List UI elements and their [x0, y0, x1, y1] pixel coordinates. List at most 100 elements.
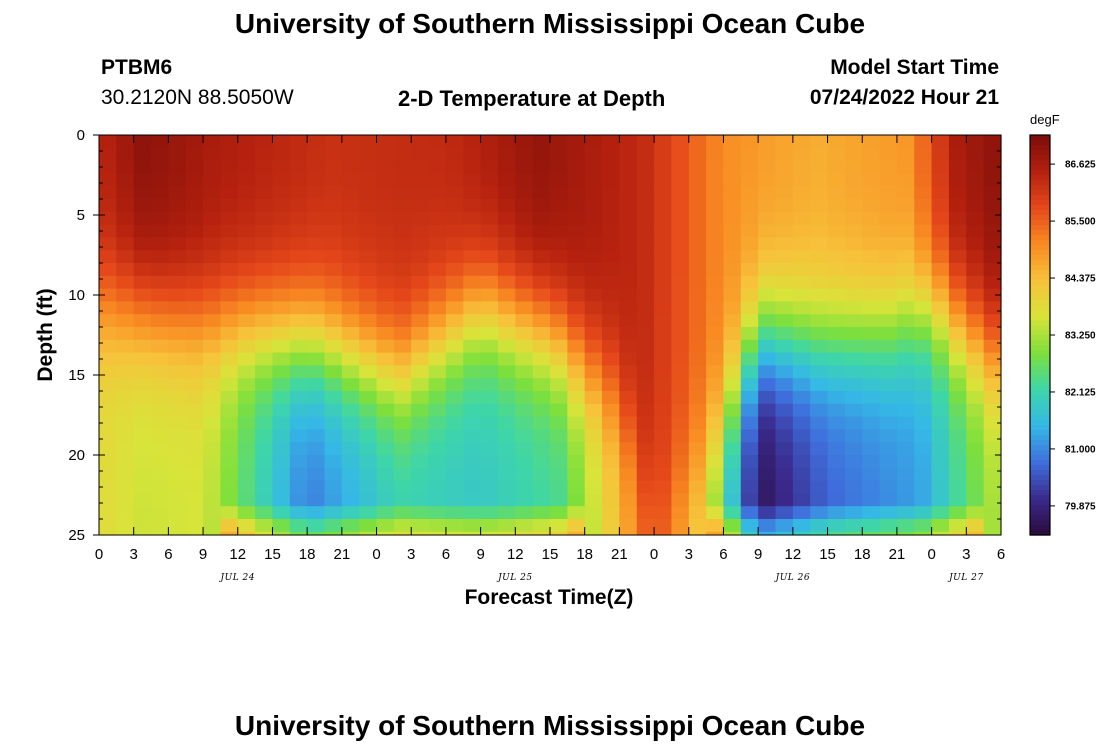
heatmap-cell	[862, 391, 881, 405]
heatmap-cell	[602, 160, 620, 174]
heatmap-cell	[619, 135, 638, 149]
heatmap-cell	[99, 531, 117, 536]
colorbar-strip	[1030, 325, 1050, 331]
heatmap-cell	[706, 365, 725, 379]
heatmap-cell	[966, 429, 985, 443]
heatmap-cell	[289, 455, 308, 469]
heatmap-cell	[723, 416, 742, 430]
colorbar-strip	[1030, 320, 1050, 326]
heatmap-cell	[827, 301, 846, 315]
heatmap-cell	[428, 173, 447, 187]
heatmap-cell	[862, 531, 881, 536]
heatmap-cell	[515, 173, 534, 187]
heatmap-cell	[480, 288, 499, 302]
heatmap-cell	[636, 301, 655, 315]
heatmap-cell	[307, 339, 326, 354]
heatmap-cell	[584, 455, 603, 469]
heatmap-cell	[619, 416, 638, 430]
heatmap-cell	[341, 211, 360, 226]
heatmap-cell	[185, 327, 204, 341]
colorbar-strip	[1030, 510, 1050, 516]
heatmap-cell	[983, 199, 1002, 213]
heatmap-cell	[758, 352, 777, 366]
heatmap-cell	[914, 211, 933, 226]
heatmap-cell	[497, 429, 516, 443]
heatmap-cell	[896, 416, 915, 430]
heatmap-cell	[445, 391, 464, 405]
heatmap-cell	[497, 391, 516, 405]
colorbar-strip	[1030, 405, 1050, 411]
heatmap-cell	[844, 429, 863, 443]
heatmap-cell	[393, 224, 412, 238]
heatmap-cell	[567, 519, 586, 533]
heatmap-cell	[168, 493, 187, 507]
heatmap-cell	[272, 173, 291, 187]
heatmap-cell	[324, 211, 343, 226]
heatmap-cell	[445, 519, 464, 533]
heatmap-cell	[185, 160, 204, 174]
heatmap-cell	[99, 391, 117, 405]
heatmap-cell	[393, 237, 412, 251]
heatmap-cell	[810, 378, 829, 392]
heatmap-cell	[359, 288, 378, 302]
heatmap-cell	[411, 135, 430, 149]
heatmap-cell	[359, 173, 378, 187]
heatmap-cell	[931, 237, 950, 251]
heatmap-cell	[532, 135, 551, 149]
heatmap-cell	[168, 237, 187, 251]
heatmap-cell	[896, 263, 915, 277]
heatmap-cell	[567, 416, 586, 430]
heatmap-cell	[272, 403, 291, 418]
heatmap-cell	[636, 327, 655, 341]
heatmap-cell	[168, 429, 187, 443]
heatmap-cell	[914, 263, 933, 277]
heatmap-cell	[810, 365, 829, 379]
heatmap-cell	[255, 467, 274, 482]
heatmap-cell	[393, 173, 412, 187]
heatmap-cell	[203, 467, 222, 482]
x-tick-label: 21	[334, 546, 351, 563]
colorbar-tick-label: 81.000	[1065, 444, 1096, 455]
heatmap-cell	[636, 391, 655, 405]
heatmap-cell	[133, 288, 152, 302]
heatmap-cell	[688, 186, 707, 200]
heatmap-cell	[203, 160, 222, 174]
heatmap-cell	[550, 199, 568, 213]
heatmap-cell	[255, 327, 274, 341]
heatmap-cell	[550, 455, 568, 469]
heatmap-cell	[688, 314, 707, 328]
heatmap-cell	[445, 250, 464, 264]
heatmap-cell	[463, 416, 482, 430]
heatmap-cell	[792, 135, 811, 149]
heatmap-cell	[827, 455, 846, 469]
heatmap-cell	[445, 186, 464, 200]
heatmap-cell	[879, 186, 898, 200]
heatmap-cell	[480, 531, 499, 536]
colorbar-strip	[1030, 230, 1050, 236]
heatmap-cell	[411, 160, 430, 174]
heatmap-cell	[497, 301, 516, 315]
heatmap-cell	[862, 237, 881, 251]
heatmap-cell	[428, 416, 447, 430]
heatmap-cell	[619, 263, 638, 277]
heatmap-cell	[237, 429, 256, 443]
heatmap-cell	[879, 493, 898, 507]
heatmap-cell	[411, 467, 430, 482]
heatmap-cell	[220, 467, 239, 482]
colorbar-strip	[1030, 170, 1050, 176]
heatmap-cell	[550, 352, 568, 366]
heatmap-cell	[341, 301, 360, 315]
heatmap-cell	[411, 531, 430, 536]
colorbar-strip	[1030, 465, 1050, 471]
colorbar-strip	[1030, 435, 1050, 441]
heatmap-cell	[272, 147, 291, 162]
heatmap-cell	[810, 467, 829, 482]
heatmap-cell	[289, 327, 308, 341]
heatmap-cell	[931, 378, 950, 392]
heatmap-cell	[532, 378, 551, 392]
heatmap-cell	[827, 147, 846, 162]
heatmap-cell	[758, 455, 777, 469]
heatmap-cell	[133, 250, 152, 264]
heatmap-cell	[879, 237, 898, 251]
x-tick-label: 0	[95, 546, 103, 563]
